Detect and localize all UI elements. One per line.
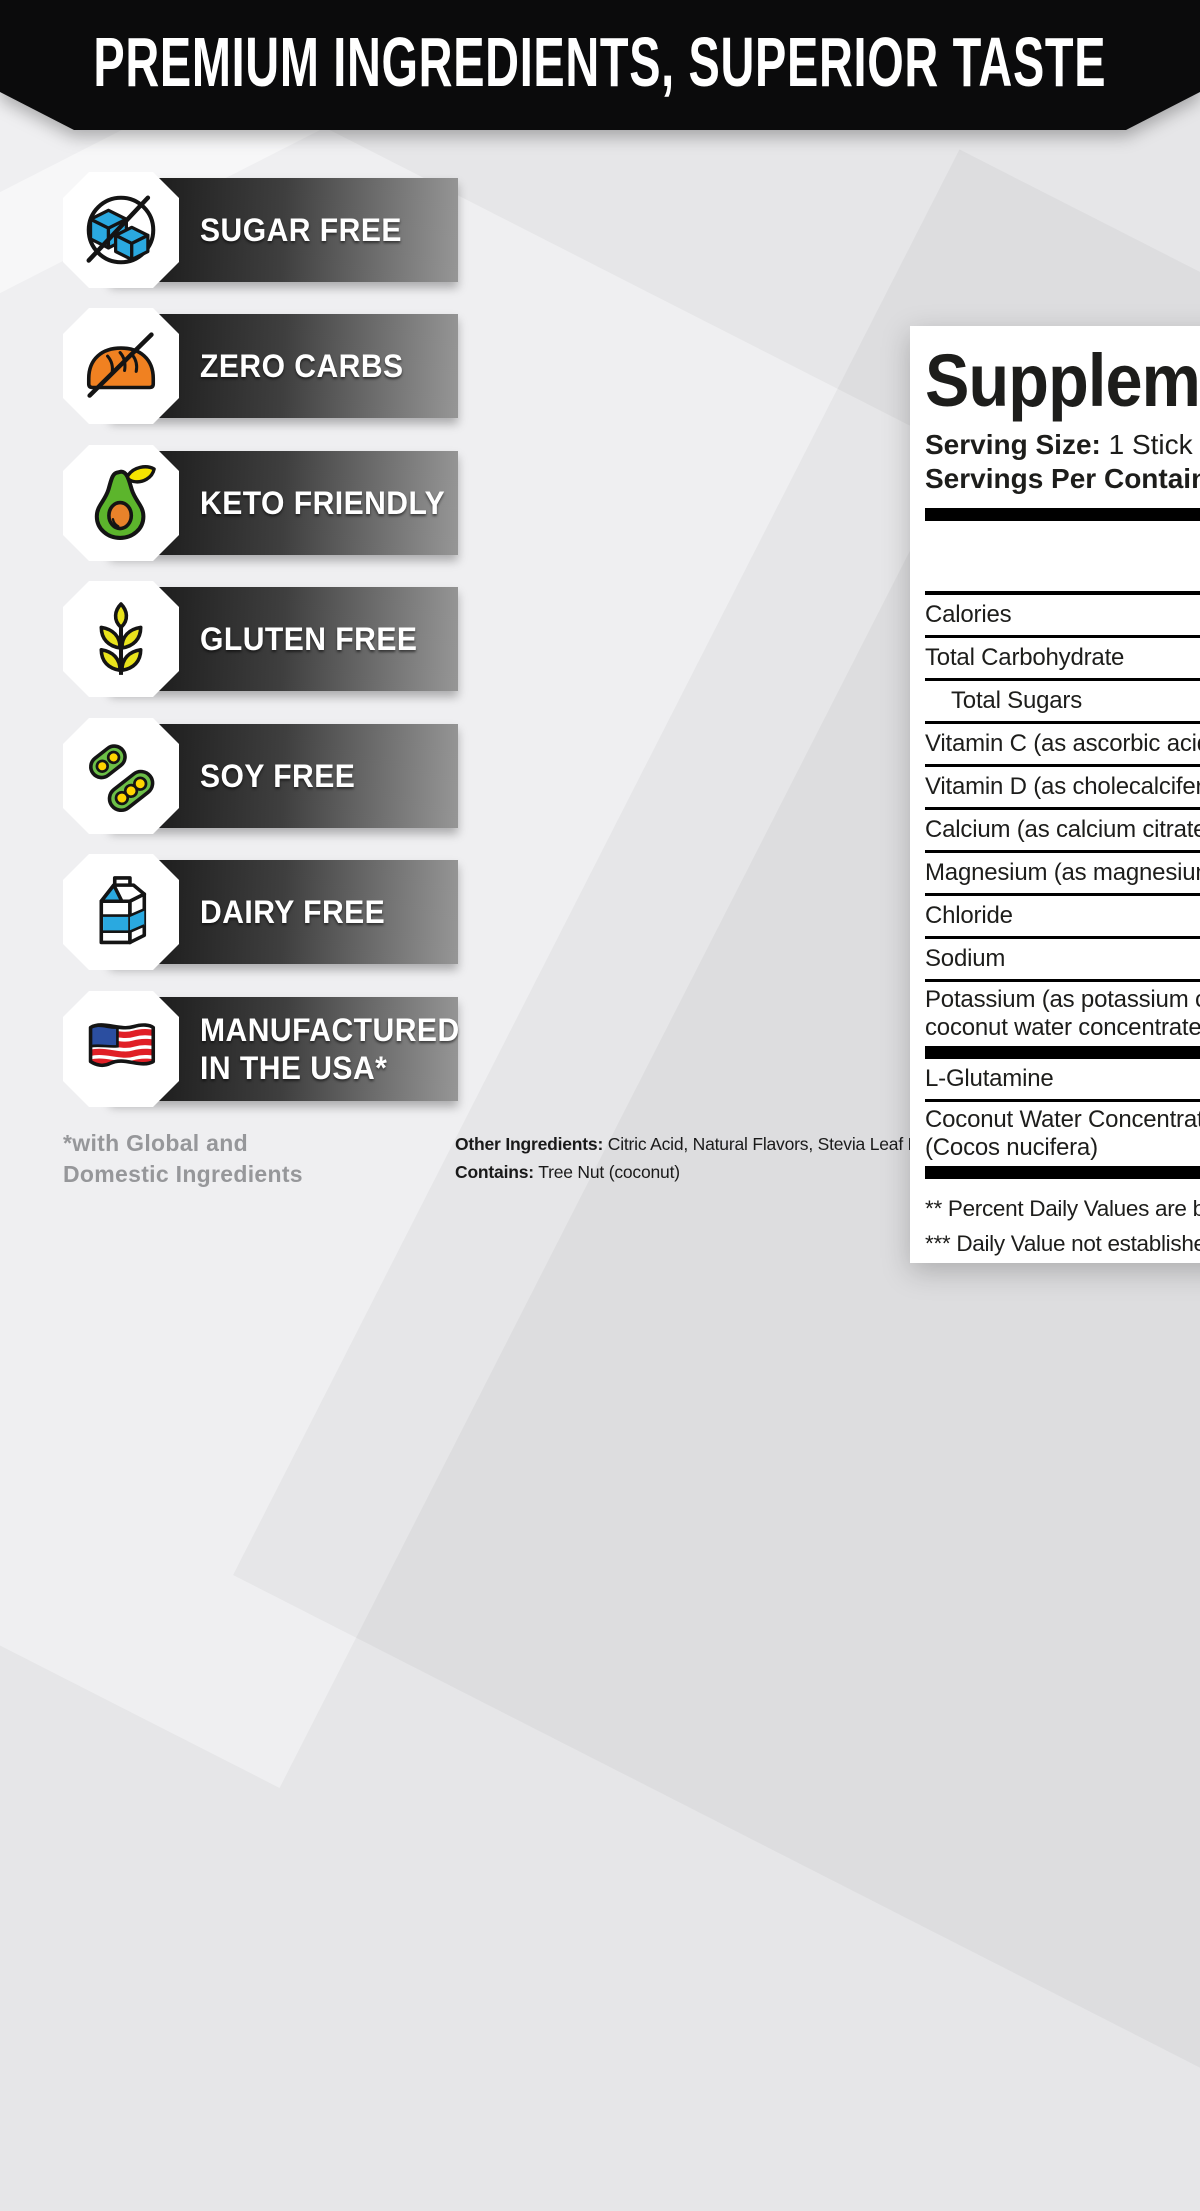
row-name: Calcium (as calcium citrate) — [925, 816, 1200, 843]
table-row: Calories 0 — [925, 595, 1200, 638]
badge-label: SOY FREE — [200, 758, 356, 794]
global-ingredients-note: *with Global and Domestic Ingredients — [63, 1130, 303, 1187]
row-name: Coconut Water Concentrate (Cocos nucifer… — [925, 1106, 1200, 1161]
table-row: Total Carbohydrate 0g 0% — [925, 638, 1200, 681]
badge-made-in-usa: MANUFACTURED IN THE USA* — [63, 991, 460, 1107]
zero-carbs-icon — [86, 332, 156, 398]
supplement-facts-panel: Supplement Facts Serving Size: 1 Stick P… — [910, 326, 1200, 1263]
serving-size-line: Serving Size: 1 Stick Packet (7.5g) — [925, 428, 1200, 462]
table-row: Vitamin D (as cholecalciferol) 18.75 mcg… — [925, 767, 1200, 810]
serving-size-label: Serving Size: — [925, 429, 1101, 460]
badge-icon-tile — [63, 718, 179, 834]
row-name: Total Sugars — [951, 687, 1083, 714]
other-ingredients-label: Other Ingredients: — [455, 1134, 604, 1154]
supplement-facts-shadow: Supplement Facts Serving Size: 1 Stick P… — [455, 163, 1200, 1263]
badge-icon-tile — [63, 308, 179, 424]
table-row: Sodium 545 mg 24% — [925, 939, 1200, 982]
row-name: Chloride — [925, 902, 1013, 929]
contains-label: Contains: — [455, 1162, 534, 1182]
table-row: Calcium (as calcium citrate) 82 mg 6% — [925, 810, 1200, 853]
badge-zero-carbs: ZERO CARBS — [63, 308, 458, 424]
badge-icon-tile — [63, 581, 179, 697]
badge-dairy-free: DAIRY FREE — [63, 854, 458, 970]
badge-icon-tile — [63, 172, 179, 288]
row-name: Potassium (as potassium citrate, coconut… — [925, 986, 1200, 1041]
table-header-row: Amount per Serving % Daily Value** — [925, 521, 1200, 595]
servings-label: Servings Per Container: — [925, 463, 1200, 494]
top-banner: PREMIUM INGREDIENTS, SUPERIOR TASTE — [0, 0, 1200, 130]
badge-icon-tile — [63, 991, 179, 1107]
gluten-free-icon — [99, 602, 143, 675]
table-row: Chloride 811 mg 35% — [925, 896, 1200, 939]
badge-label: ZERO CARBS — [200, 348, 404, 384]
badge-keto-friendly: KETO FRIENDLY — [63, 445, 458, 561]
footnotes: ** Percent Daily Values are based on a 2… — [925, 1179, 1200, 1261]
table-row: Vitamin C (as ascorbic acid) 187 mg 208% — [925, 724, 1200, 767]
row-name: Total Carbohydrate — [925, 644, 1125, 671]
table-row: Potassium (as potassium citrate, coconut… — [925, 982, 1200, 1046]
divider-thick — [925, 508, 1200, 521]
soy-free-icon — [89, 744, 155, 813]
table-row: Coconut Water Concentrate (Cocos nucifer… — [925, 1102, 1200, 1166]
row-name: Sodium — [925, 945, 1006, 972]
footnote-daily-values: ** Percent Daily Values are based on a 2… — [925, 1196, 1200, 1221]
badge-label: MANUFACTURED IN THE USA* — [200, 1012, 460, 1086]
footnote-not-established: *** Daily Value not established — [925, 1231, 1200, 1256]
badge-icon-tile — [63, 854, 179, 970]
row-name: Calories — [925, 601, 1012, 628]
badge-label: DAIRY FREE — [200, 894, 386, 930]
badge-label: GLUTEN FREE — [200, 621, 418, 657]
divider-thick — [925, 1166, 1200, 1179]
row-name: Magnesium (as magnesium citrate) — [925, 859, 1200, 886]
badge-sugar-free: SUGAR FREE — [63, 172, 458, 288]
badge-soy-free: SOY FREE — [63, 718, 458, 834]
keto-friendly-icon — [94, 465, 156, 540]
badge-icon-tile — [63, 445, 179, 561]
badge-gluten-free: GLUTEN FREE — [63, 581, 458, 697]
dairy-free-icon — [99, 876, 147, 945]
contains-line: Contains: Tree Nut (coconut) — [455, 1158, 1195, 1186]
row-name: Vitamin C (as ascorbic acid) — [925, 730, 1200, 757]
serving-size-value: 1 Stick Packet (7.5g) — [1108, 429, 1200, 460]
table-row: L-Glutamine 1,875 mg *** — [925, 1059, 1200, 1102]
table-row: Magnesium (as magnesium citrate) 90 mg 2… — [925, 853, 1200, 896]
sugar-free-icon — [86, 195, 156, 265]
servings-per-container-line: Servings Per Container: 16 — [925, 462, 1200, 496]
contains-value: Tree Nut (coconut) — [533, 1162, 680, 1182]
divider-thick — [925, 1046, 1200, 1059]
top-banner-shadow: PREMIUM INGREDIENTS, SUPERIOR TASTE — [0, 0, 1200, 142]
badge-label: SUGAR FREE — [200, 212, 402, 248]
supplement-facts-title: Supplement Facts — [925, 339, 1200, 422]
usa-flag-icon — [88, 1023, 156, 1068]
row-name: L-Glutamine — [925, 1065, 1054, 1092]
table-row: Total Sugars 0g ** — [925, 681, 1200, 724]
badge-label: KETO FRIENDLY — [200, 485, 446, 521]
banner-title: PREMIUM INGREDIENTS, SUPERIOR TASTE — [93, 23, 1107, 101]
row-name: Vitamin D (as cholecalciferol) — [925, 773, 1200, 800]
